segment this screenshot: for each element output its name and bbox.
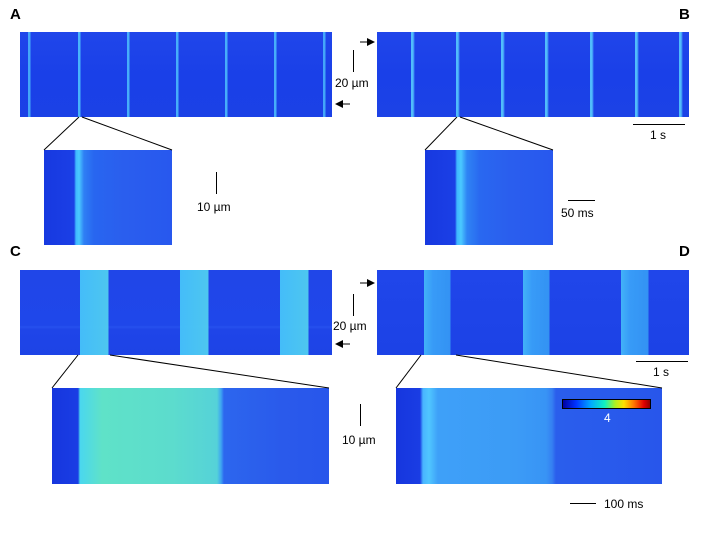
zoom-line-a-right [81, 116, 173, 151]
scalebar-top-vertical-label: 20 µm [335, 76, 369, 90]
zoom-line-c-left [51, 354, 79, 389]
zoom-line-b-left [424, 116, 458, 151]
panel-b-inset [425, 150, 553, 245]
colorbar-max-label: 4 [604, 411, 611, 425]
panel-d-linescan [377, 270, 689, 355]
panel-c-linescan [20, 270, 332, 355]
panel-b-linescan [377, 32, 689, 117]
zoom-line-a-left [43, 116, 80, 151]
scalebar-inset-bottom-time-label: 100 ms [604, 497, 644, 511]
scalebar-inset-bottom-vertical-label: 10 µm [342, 433, 376, 447]
zoom-line-b-right [459, 116, 554, 151]
panel-label-d: D [679, 243, 690, 260]
scalebar-top-time [633, 124, 685, 125]
panel-a-linescan [20, 32, 332, 117]
scalebar-bottom-vertical [353, 294, 354, 316]
scalebar-inset-bottom-time [570, 503, 596, 504]
scalebar-inset-top-vertical-label: 10 µm [197, 200, 231, 214]
panel-a-inset [44, 150, 172, 245]
panel-label-c: C [10, 243, 21, 260]
zoom-line-d-right [455, 354, 663, 389]
panel-label-a: A [10, 6, 21, 23]
zoom-line-d-left [395, 354, 422, 389]
scalebar-bottom-time [636, 361, 688, 362]
panel-label-b: B [679, 6, 690, 23]
scalebar-inset-top-time-label: 50 ms [561, 206, 594, 220]
scalebar-top-vertical [353, 50, 354, 72]
scalebar-inset-top-vertical [216, 172, 217, 194]
scalebar-bottom-time-label: 1 s [653, 365, 670, 379]
panel-c-inset [52, 388, 329, 484]
zoom-line-c-right [109, 354, 330, 389]
scalebar-bottom-vertical-label: 20 µm [333, 319, 367, 333]
scalebar-inset-top-time [568, 200, 595, 201]
scalebar-top-time-label: 1 s [650, 128, 667, 142]
colorbar [562, 399, 651, 409]
scalebar-inset-bottom-vertical [360, 404, 361, 426]
